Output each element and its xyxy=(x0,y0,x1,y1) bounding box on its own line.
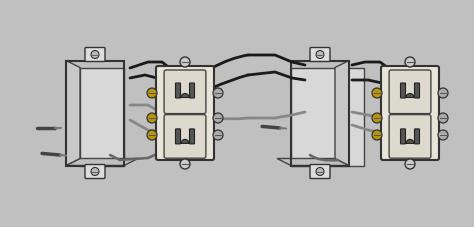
Circle shape xyxy=(213,130,223,140)
FancyBboxPatch shape xyxy=(310,47,330,62)
Circle shape xyxy=(438,130,448,140)
FancyBboxPatch shape xyxy=(389,70,431,114)
FancyBboxPatch shape xyxy=(291,67,364,165)
FancyBboxPatch shape xyxy=(414,83,419,98)
Polygon shape xyxy=(66,158,138,165)
FancyBboxPatch shape xyxy=(156,66,214,160)
FancyBboxPatch shape xyxy=(175,83,181,98)
Circle shape xyxy=(316,50,324,59)
Circle shape xyxy=(213,113,223,123)
Circle shape xyxy=(147,130,157,140)
Circle shape xyxy=(372,113,382,123)
Polygon shape xyxy=(66,61,80,165)
Circle shape xyxy=(405,159,415,169)
FancyBboxPatch shape xyxy=(175,129,181,144)
FancyBboxPatch shape xyxy=(381,66,439,160)
Circle shape xyxy=(438,113,448,123)
FancyBboxPatch shape xyxy=(310,165,330,178)
Wedge shape xyxy=(406,139,414,143)
Circle shape xyxy=(372,88,382,98)
Circle shape xyxy=(405,57,415,67)
Circle shape xyxy=(180,159,190,169)
Circle shape xyxy=(372,130,382,140)
FancyBboxPatch shape xyxy=(85,165,105,178)
FancyBboxPatch shape xyxy=(164,115,206,158)
Circle shape xyxy=(316,168,324,175)
Polygon shape xyxy=(335,61,349,165)
FancyBboxPatch shape xyxy=(190,83,194,98)
Circle shape xyxy=(91,168,99,175)
Wedge shape xyxy=(406,94,414,98)
Circle shape xyxy=(147,113,157,123)
FancyBboxPatch shape xyxy=(85,47,105,62)
FancyBboxPatch shape xyxy=(389,115,431,158)
FancyBboxPatch shape xyxy=(164,70,206,114)
Circle shape xyxy=(91,50,99,59)
Circle shape xyxy=(180,57,190,67)
Polygon shape xyxy=(277,158,349,165)
FancyBboxPatch shape xyxy=(401,83,405,98)
Circle shape xyxy=(438,88,448,98)
FancyBboxPatch shape xyxy=(401,129,405,144)
FancyBboxPatch shape xyxy=(190,129,194,144)
Circle shape xyxy=(213,88,223,98)
Wedge shape xyxy=(181,94,189,98)
FancyBboxPatch shape xyxy=(414,129,419,144)
Wedge shape xyxy=(181,139,189,143)
FancyBboxPatch shape xyxy=(80,67,124,165)
Circle shape xyxy=(147,88,157,98)
